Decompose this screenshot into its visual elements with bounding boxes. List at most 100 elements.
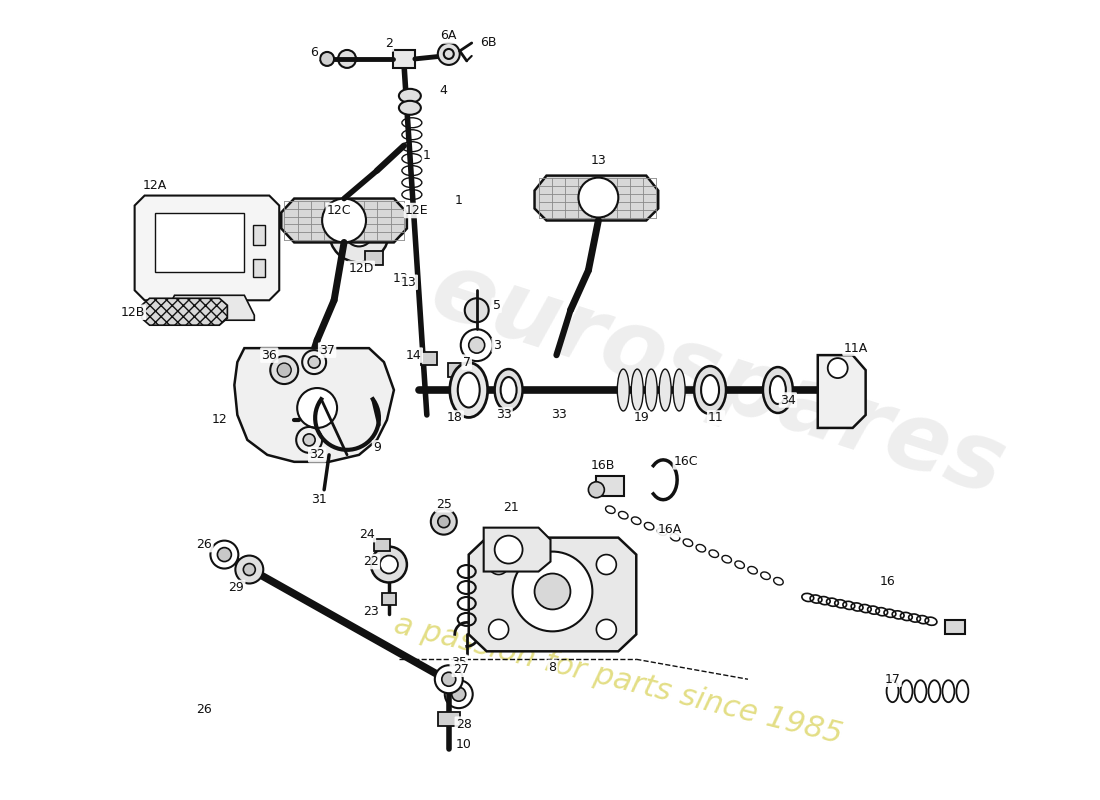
- Text: 19: 19: [634, 411, 649, 425]
- Text: 12C: 12C: [327, 204, 351, 217]
- Text: eurospares: eurospares: [420, 244, 1016, 516]
- Polygon shape: [282, 198, 407, 242]
- Ellipse shape: [450, 362, 487, 418]
- Bar: [365, 251, 383, 266]
- Bar: [374, 538, 389, 550]
- Bar: [421, 352, 437, 365]
- Text: 3: 3: [493, 338, 500, 352]
- Circle shape: [488, 619, 508, 639]
- Text: 23: 23: [363, 605, 378, 618]
- Circle shape: [379, 555, 398, 574]
- Text: 12D: 12D: [349, 262, 374, 275]
- Polygon shape: [134, 195, 279, 300]
- Text: 25: 25: [436, 498, 452, 511]
- Bar: [155, 213, 244, 272]
- Text: 12E: 12E: [405, 204, 429, 217]
- Text: 4: 4: [440, 84, 448, 98]
- Circle shape: [444, 680, 473, 708]
- Text: 16C: 16C: [674, 455, 698, 468]
- Text: 12B: 12B: [121, 306, 145, 318]
- Ellipse shape: [659, 369, 671, 411]
- Text: 6: 6: [310, 46, 318, 59]
- Circle shape: [596, 619, 616, 639]
- Circle shape: [452, 687, 465, 701]
- Text: 34: 34: [780, 394, 795, 406]
- Text: 33: 33: [551, 409, 566, 422]
- Text: 12: 12: [211, 414, 228, 426]
- Ellipse shape: [399, 89, 421, 103]
- Text: 18: 18: [447, 411, 463, 425]
- Circle shape: [277, 363, 292, 377]
- Circle shape: [513, 551, 593, 631]
- Bar: [253, 226, 265, 246]
- Ellipse shape: [673, 369, 685, 411]
- Bar: [393, 50, 415, 68]
- Text: 27: 27: [453, 662, 469, 676]
- Ellipse shape: [500, 377, 517, 403]
- Text: 8: 8: [549, 661, 557, 674]
- Circle shape: [579, 178, 618, 218]
- Polygon shape: [142, 298, 228, 326]
- Text: 5: 5: [493, 298, 500, 312]
- Bar: [253, 259, 265, 278]
- Text: 13: 13: [402, 276, 417, 289]
- Circle shape: [235, 555, 263, 583]
- Ellipse shape: [701, 375, 719, 405]
- Circle shape: [297, 388, 337, 428]
- Circle shape: [469, 337, 485, 353]
- Ellipse shape: [770, 376, 785, 404]
- Text: 11A: 11A: [844, 342, 868, 354]
- Bar: [382, 594, 396, 606]
- Text: 13: 13: [393, 272, 409, 285]
- Text: 14: 14: [406, 349, 421, 362]
- Text: 9: 9: [373, 442, 381, 454]
- Circle shape: [320, 52, 334, 66]
- Circle shape: [218, 547, 231, 562]
- Text: 6A: 6A: [441, 30, 456, 42]
- Ellipse shape: [399, 101, 421, 114]
- Bar: [448, 363, 465, 377]
- Circle shape: [438, 43, 460, 65]
- Text: a passion for parts since 1985: a passion for parts since 1985: [392, 610, 846, 749]
- Text: 29: 29: [229, 581, 244, 594]
- Text: 33: 33: [496, 409, 512, 422]
- Polygon shape: [165, 295, 254, 320]
- Ellipse shape: [763, 367, 793, 413]
- Circle shape: [431, 509, 456, 534]
- Circle shape: [535, 574, 571, 610]
- Text: 26: 26: [197, 702, 212, 716]
- Polygon shape: [234, 348, 394, 462]
- Text: 11: 11: [708, 411, 724, 425]
- Circle shape: [308, 356, 320, 368]
- Text: 35: 35: [451, 656, 466, 669]
- Circle shape: [495, 536, 522, 563]
- Circle shape: [304, 434, 315, 446]
- Circle shape: [322, 198, 366, 242]
- Circle shape: [438, 516, 450, 528]
- Ellipse shape: [617, 369, 629, 411]
- Circle shape: [464, 298, 488, 322]
- Circle shape: [338, 50, 356, 68]
- Circle shape: [243, 563, 255, 575]
- Text: 12A: 12A: [143, 179, 167, 192]
- Text: 17: 17: [884, 673, 901, 686]
- Text: 2: 2: [385, 38, 393, 50]
- Circle shape: [371, 546, 407, 582]
- Bar: [596, 476, 625, 496]
- Circle shape: [271, 356, 298, 384]
- Text: 28: 28: [455, 718, 472, 730]
- Text: 1: 1: [422, 149, 431, 162]
- Text: 16: 16: [880, 575, 895, 588]
- Text: 22: 22: [363, 555, 378, 568]
- Text: 26: 26: [197, 538, 212, 551]
- Circle shape: [210, 541, 239, 569]
- Text: 21: 21: [503, 502, 518, 514]
- Text: 7: 7: [463, 356, 471, 369]
- Circle shape: [345, 218, 373, 246]
- Text: 24: 24: [359, 528, 375, 541]
- Circle shape: [434, 666, 463, 694]
- Text: 37: 37: [319, 344, 336, 357]
- Circle shape: [488, 554, 508, 574]
- Text: 6B: 6B: [481, 37, 497, 50]
- Ellipse shape: [694, 366, 726, 414]
